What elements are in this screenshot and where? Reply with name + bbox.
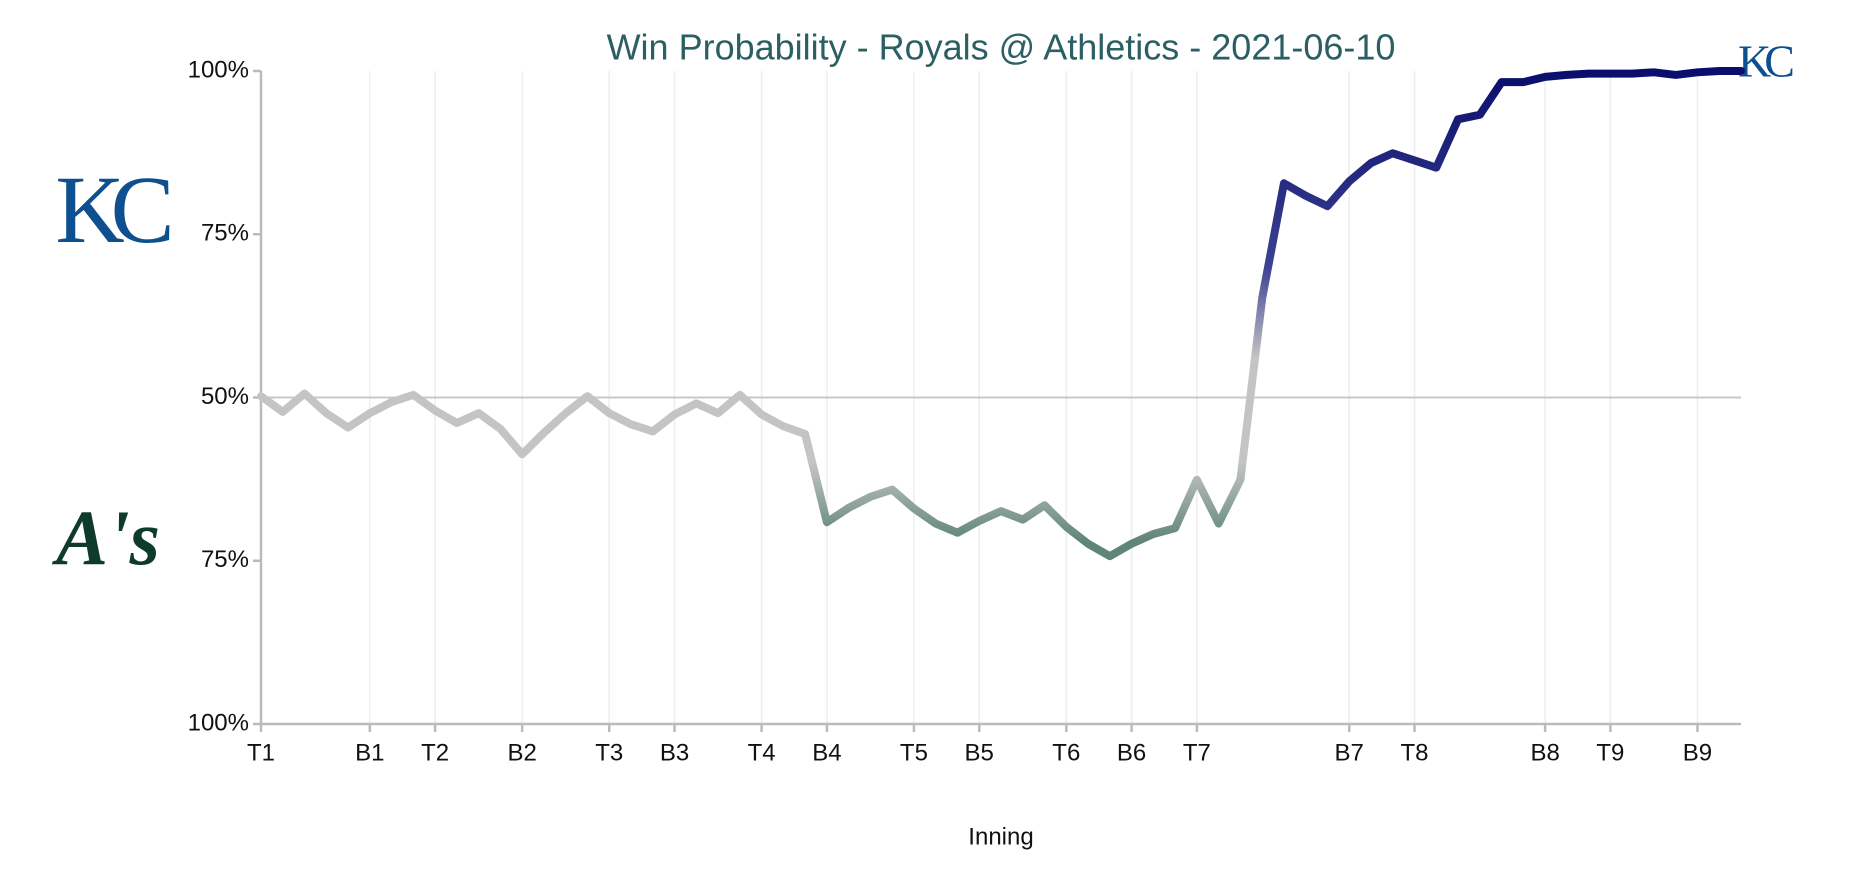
y-tick-label: 100% xyxy=(188,709,249,736)
x-tick-label: T1 xyxy=(247,739,275,766)
x-tick-label: T9 xyxy=(1596,739,1624,766)
x-tick-label: B3 xyxy=(660,739,689,766)
y-tick-label: 100% xyxy=(188,56,249,83)
athletics-logo: A's xyxy=(51,494,160,581)
x-tick-label: B8 xyxy=(1530,739,1559,766)
x-tick-label: B2 xyxy=(507,739,536,766)
x-tick-label: B5 xyxy=(965,739,994,766)
royals-end-logo: KC xyxy=(1738,36,1793,87)
win-probability-line xyxy=(257,67,1745,561)
y-tick-label: 75% xyxy=(201,220,249,247)
x-tick-label: T2 xyxy=(421,739,449,766)
royals-logo: KC xyxy=(55,156,169,263)
x-tick-label: T3 xyxy=(595,739,623,766)
x-tick-label: T8 xyxy=(1401,739,1429,766)
y-tick-label: 50% xyxy=(201,383,249,410)
chart-title: Win Probability - Royals @ Athletics - 2… xyxy=(607,27,1396,68)
x-tick-label: T4 xyxy=(748,739,776,766)
x-tick-label: T5 xyxy=(900,739,928,766)
x-tick-label: B4 xyxy=(812,739,841,766)
x-tick-label: B6 xyxy=(1117,739,1146,766)
x-tick-label: T6 xyxy=(1052,739,1080,766)
x-tick-label: B7 xyxy=(1335,739,1364,766)
y-tick-label: 75% xyxy=(201,546,249,573)
x-axis-label: Inning xyxy=(968,823,1033,850)
x-tick-label: B9 xyxy=(1683,739,1712,766)
x-tick-label: T7 xyxy=(1183,739,1211,766)
x-tick-label: B1 xyxy=(355,739,384,766)
